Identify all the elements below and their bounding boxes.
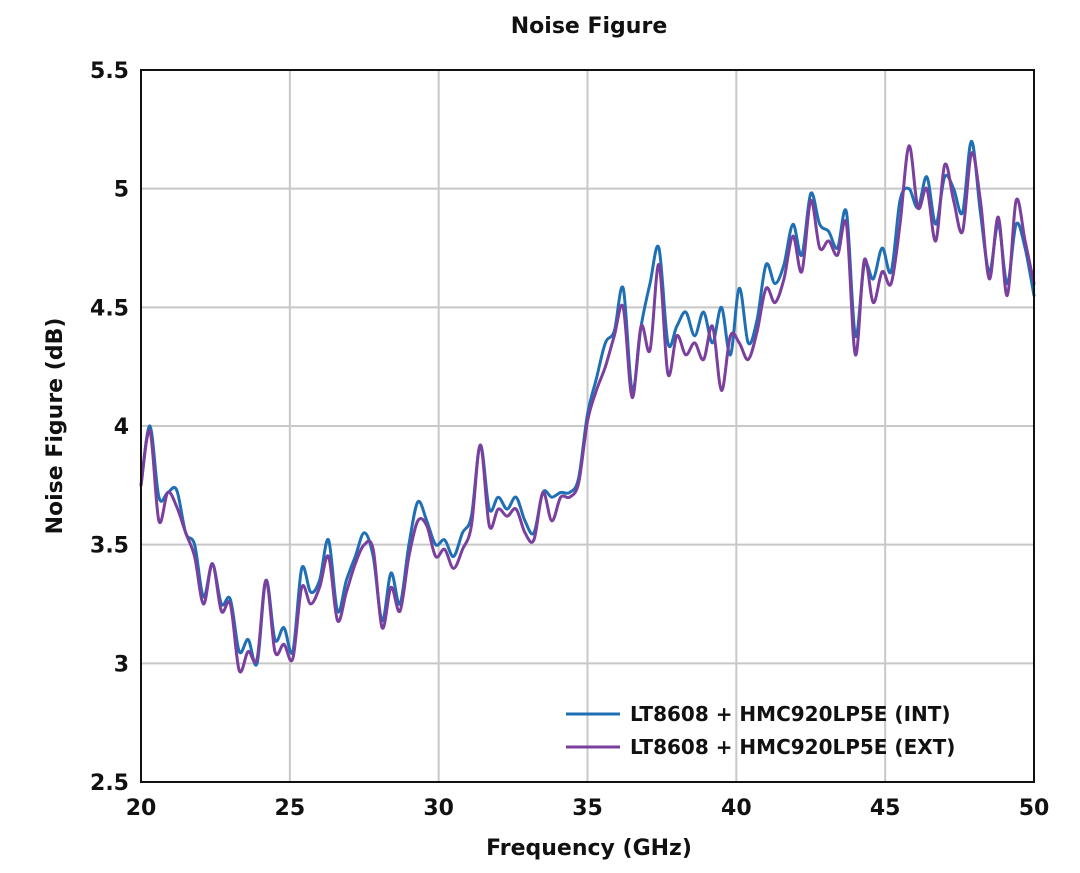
series-line-int — [139, 139, 1036, 667]
y-tick-label: 3.5 — [90, 534, 129, 559]
legend-label-int: LT8608 + HMC920LP5E (INT) — [630, 702, 951, 726]
x-axis-title: Frequency (GHz) — [486, 836, 692, 861]
chart-title: Noise Figure — [511, 14, 668, 39]
plot-frame — [140, 69, 1035, 783]
y-tick-label: 5.5 — [90, 59, 129, 84]
series-layer — [139, 139, 1036, 674]
x-tick-label: 20 — [126, 796, 157, 821]
x-tick-label: 25 — [275, 796, 306, 821]
y-tick-label: 5 — [114, 178, 129, 203]
x-tick-label: 45 — [870, 796, 901, 821]
legend-label-ext: LT8608 + HMC920LP5E (EXT) — [630, 735, 955, 759]
series-line-ext — [139, 144, 1036, 674]
x-tick-label: 50 — [1019, 796, 1050, 821]
x-axis-ticks: 20 25 30 35 40 45 50 — [126, 796, 1050, 821]
legend: LT8608 + HMC920LP5E (INT) LT8608 + HMC92… — [566, 702, 955, 759]
y-axis-ticks: 2.5 3 3.5 4 4.5 5 5.5 — [90, 59, 129, 796]
x-tick-label: 30 — [423, 796, 454, 821]
y-axis-title: Noise Figure (dB) — [43, 318, 68, 535]
y-tick-label: 4 — [114, 415, 129, 440]
y-tick-label: 2.5 — [90, 771, 129, 796]
y-tick-label: 3 — [114, 652, 129, 677]
y-tick-label: 4.5 — [90, 296, 129, 321]
x-tick-label: 40 — [721, 796, 752, 821]
x-tick-label: 35 — [572, 796, 603, 821]
